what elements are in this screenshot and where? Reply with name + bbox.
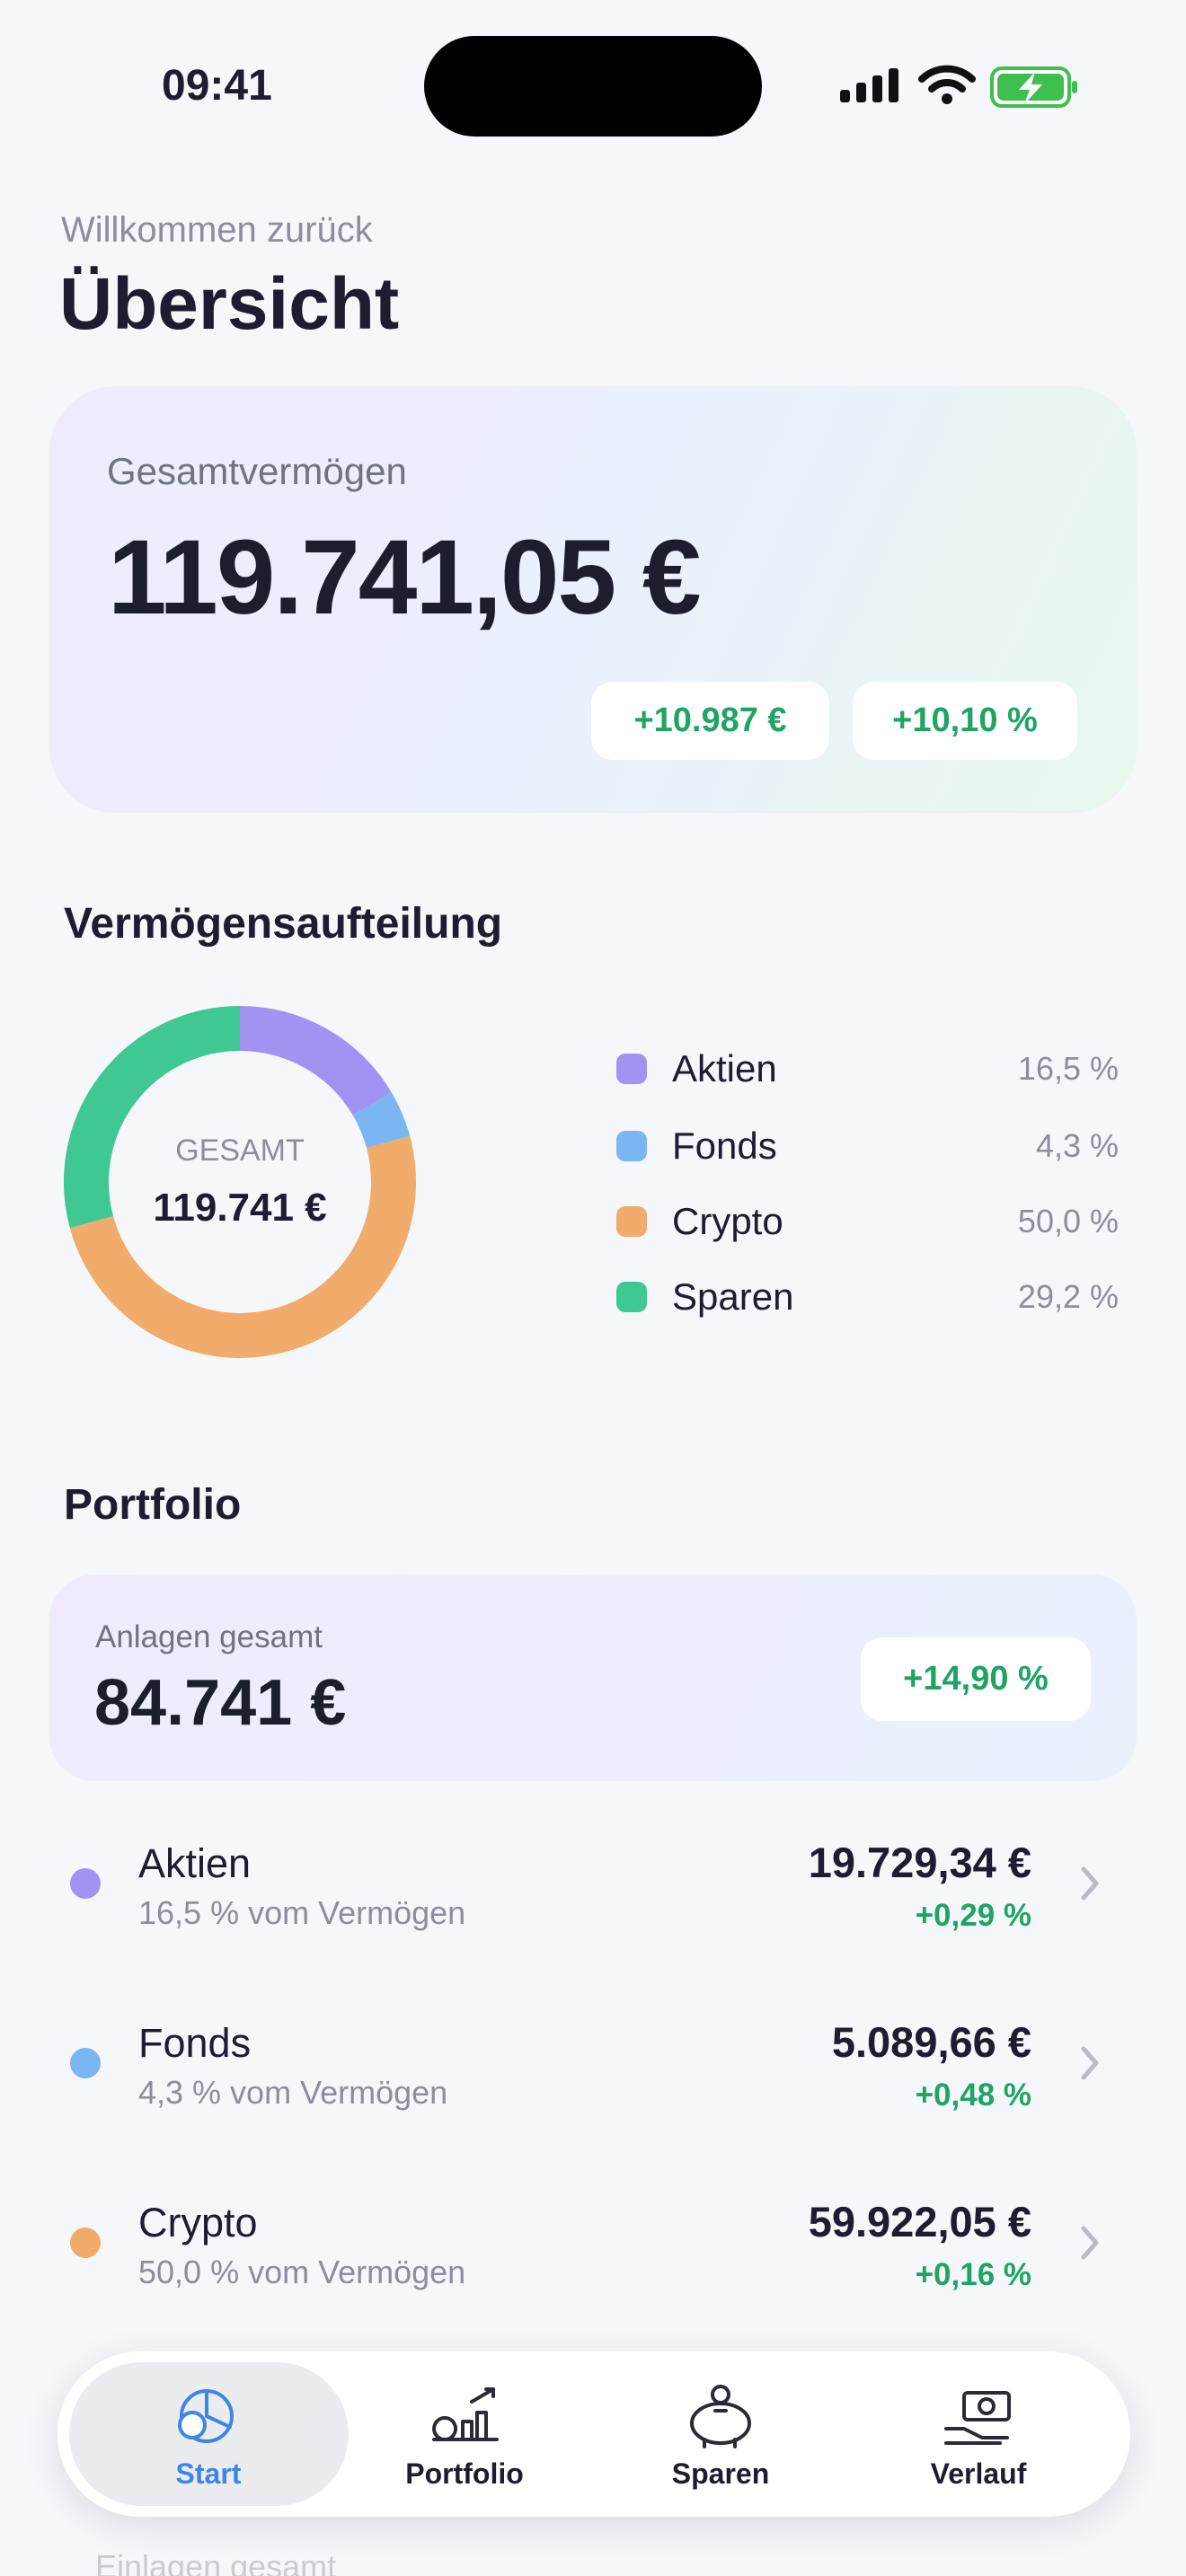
status-time: 09:41: [162, 62, 272, 110]
greeting: Willkommen zurück: [61, 210, 373, 250]
portfolio-change-pill: +14,90 %: [861, 1637, 1091, 1721]
tab-label[interactable]: Start: [175, 2457, 242, 2490]
legend-label: Crypto: [672, 1200, 783, 1242]
donut-center-label: GESAMT: [175, 1134, 305, 1168]
icon-group: [432, 2387, 499, 2441]
page-title: Übersicht: [59, 263, 400, 345]
item-share: 16,5 % vom Vermögen: [138, 1894, 466, 1931]
icon: [205, 2389, 232, 2429]
footer-peek: Einlagen gesamt: [95, 2548, 337, 2576]
icon-group: [690, 2385, 751, 2448]
item-name: Fonds: [138, 2020, 252, 2066]
donut-center-value: 119.741 €: [153, 1186, 327, 1230]
status-icons: [840, 65, 1077, 108]
icon: [978, 2397, 996, 2415]
legend-label: Aktien: [672, 1047, 777, 1090]
item-change: +0,29 %: [915, 1898, 1031, 1933]
icon: [711, 2385, 730, 2404]
legend-swatch: [616, 1206, 647, 1237]
chevron-path: [1081, 2046, 1099, 2080]
legend-value: 29,2 %: [1017, 1278, 1119, 1315]
legend-value: 4,3 %: [1035, 1127, 1119, 1164]
section-title: Portfolio: [64, 1481, 242, 1529]
change-abs-pill: +10.987 €: [591, 682, 829, 760]
tab-active-bg: [69, 2362, 349, 2506]
tab-label[interactable]: Verlauf: [930, 2457, 1027, 2490]
legend-label: Sparen: [672, 1275, 794, 1318]
change-pct: +10,10 %: [892, 701, 1038, 739]
icon-group: [944, 2391, 1011, 2445]
legend-value: 16,5 %: [1017, 1050, 1119, 1087]
chevron[interactable]: [1076, 2223, 1103, 2263]
item-share: 4,3 % vom Vermögen: [138, 2074, 448, 2111]
icon: [703, 2409, 737, 2448]
chevron-path: [1081, 1866, 1099, 1901]
chevron[interactable]: [1076, 1864, 1103, 1903]
donut-segment: [239, 1006, 392, 1116]
icon-group: [178, 2389, 234, 2443]
tab-icon[interactable]: [171, 2384, 246, 2450]
donut-segment: [69, 1136, 416, 1358]
legend-swatch: [616, 1054, 647, 1084]
section-title: Vermögensaufteilung: [64, 900, 503, 948]
tab-label[interactable]: Sparen: [671, 2457, 770, 2490]
item-amount: 59.922,05 €: [808, 2198, 1031, 2245]
donut-segment: [64, 1006, 241, 1229]
item-amount: 19.729,34 €: [808, 1839, 1031, 1886]
tab-icon[interactable]: [427, 2384, 502, 2450]
portfolio-change: +14,90 %: [903, 1660, 1049, 1698]
icon: [962, 2391, 1011, 2422]
dynamic-island: [424, 36, 762, 137]
tab-icon[interactable]: [683, 2384, 758, 2450]
donut-segment: [352, 1092, 411, 1149]
summary-total: 119.741,05 €: [108, 518, 701, 637]
item-name: Aktien: [138, 1840, 252, 1886]
legend-swatch: [616, 1282, 647, 1312]
icon: [178, 2411, 207, 2439]
portfolio-total-label: Anlagen gesamt: [95, 1619, 323, 1654]
item-amount: 5.089,66 €: [831, 2018, 1031, 2066]
legend-value: 50,0 %: [1017, 1203, 1119, 1239]
portfolio-total: 84.741 €: [94, 1667, 347, 1739]
legend-label: Fonds: [672, 1125, 777, 1167]
item-change: +0,48 %: [915, 2078, 1031, 2113]
tab-icon[interactable]: [941, 2384, 1016, 2450]
icon: [944, 2427, 1009, 2445]
item-dot: [70, 1868, 101, 1899]
summary-label: Gesamtvermögen: [107, 450, 407, 492]
item-dot: [70, 2228, 101, 2258]
tab-label[interactable]: Portfolio: [405, 2457, 524, 2490]
change-abs: +10.987 €: [633, 701, 787, 739]
legend-swatch: [616, 1131, 647, 1161]
icon: [432, 2387, 499, 2441]
item-name: Crypto: [138, 2200, 258, 2245]
item-change: +0,16 %: [915, 2257, 1031, 2292]
item-dot: [70, 2048, 101, 2078]
change-pct-pill: +10,10 %: [853, 682, 1077, 760]
chevron-path: [1081, 2226, 1099, 2260]
chevron[interactable]: [1076, 2043, 1103, 2083]
item-share: 50,0 % vom Vermögen: [138, 2254, 466, 2290]
